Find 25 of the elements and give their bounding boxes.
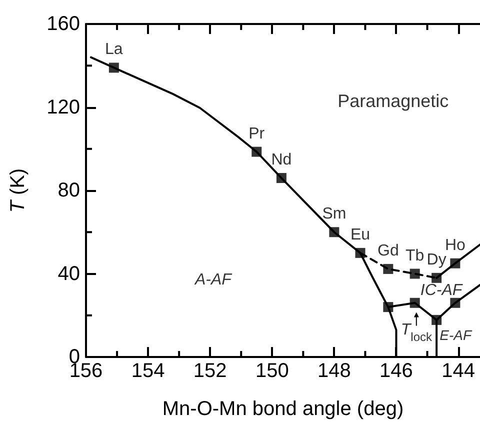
x-tick-label: 144 xyxy=(442,360,475,382)
x-tick-label: 148 xyxy=(318,360,351,382)
x-tick-label: 154 xyxy=(131,360,165,382)
x-tick-label: 150 xyxy=(255,360,289,382)
annotation: Nd xyxy=(271,152,292,169)
y-tick-label: 80 xyxy=(58,180,80,202)
annotation: Ho xyxy=(444,236,466,254)
annotation: IC-AF xyxy=(420,282,464,299)
annotation: La xyxy=(105,41,123,58)
y-tick-label: 40 xyxy=(58,262,80,285)
annotation: Eu xyxy=(350,226,370,244)
x-axis-title: Mn-O-Mn bond angle (deg) xyxy=(162,398,404,420)
x-tick-label: 146 xyxy=(380,360,413,382)
y-tick-label: 160 xyxy=(46,13,80,35)
annotation: Sm xyxy=(322,206,346,223)
x-tick-label: 152 xyxy=(193,360,227,382)
annotation: Dy xyxy=(426,251,446,268)
y-tick-label: 120 xyxy=(46,96,80,118)
y-axis-title: T (K) xyxy=(7,168,29,213)
annotation: E-AF xyxy=(440,326,474,343)
annotation: Gd xyxy=(378,242,399,260)
annotation: A-AF xyxy=(194,271,233,288)
annotation: Pr xyxy=(248,125,266,142)
annotation: Paramagnetic xyxy=(338,91,449,112)
annotation: Tb xyxy=(406,247,424,264)
